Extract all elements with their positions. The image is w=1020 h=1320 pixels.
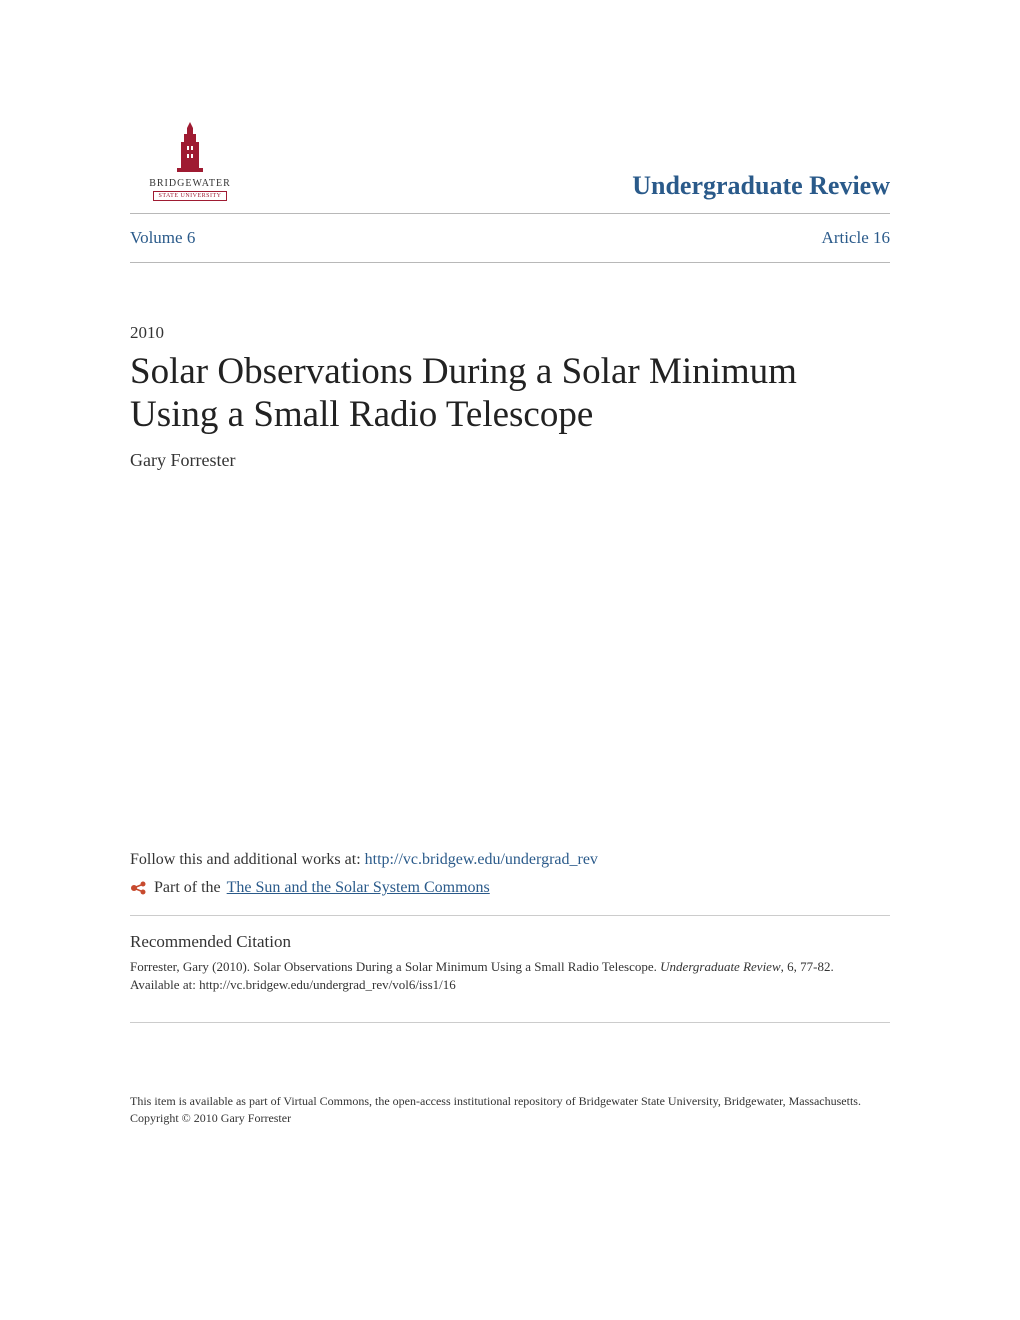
footer-block: This item is available as part of Virtua… (130, 1093, 890, 1127)
follow-block: Follow this and additional works at: htt… (130, 851, 890, 897)
volume-link[interactable]: Volume 6 (130, 228, 195, 248)
journal-title-link[interactable]: Undergraduate Review (632, 171, 890, 201)
citation-text: Forrester, Gary (2010). Solar Observatio… (130, 958, 890, 994)
follow-link[interactable]: http://vc.bridgew.edu/undergrad_rev (365, 851, 598, 868)
header-rule-bottom (130, 262, 890, 263)
header-row: BRIDGEWATER STATE UNIVERSITY Undergradua… (130, 120, 890, 213)
network-icon (130, 879, 148, 897)
institution-logo: BRIDGEWATER STATE UNIVERSITY (130, 120, 250, 201)
citation-block: Recommended Citation Forrester, Gary (20… (130, 932, 890, 994)
institution-subline: STATE UNIVERSITY (153, 191, 226, 201)
institution-name: BRIDGEWATER (149, 178, 231, 189)
publication-year: 2010 (130, 323, 890, 343)
article-title: Solar Observations During a Solar Minimu… (130, 351, 890, 436)
citation-line1-pre: Forrester, Gary (2010). Solar Observatio… (130, 959, 660, 974)
citation-rule-top (130, 915, 890, 916)
citation-line2: Available at: http://vc.bridgew.edu/unde… (130, 977, 456, 992)
citation-heading: Recommended Citation (130, 932, 890, 952)
nav-row: Volume 6 Article 16 (130, 214, 890, 262)
footer-line1: This item is available as part of Virtua… (130, 1093, 890, 1110)
article-number-link[interactable]: Article 16 (822, 228, 890, 248)
citation-line1-italic: Undergraduate Review (660, 959, 780, 974)
footer-line2: Copyright © 2010 Gary Forrester (130, 1110, 890, 1127)
citation-rule-bottom (130, 1022, 890, 1023)
follow-prefix: Follow this and additional works at: (130, 851, 365, 868)
citation-line1-post: , 6, 77-82. (781, 959, 834, 974)
partof-link[interactable]: The Sun and the Solar System Commons (227, 879, 490, 897)
page-container: BRIDGEWATER STATE UNIVERSITY Undergradua… (0, 0, 1020, 1187)
logo-tower-icon (171, 120, 209, 174)
partof-row: Part of the The Sun and the Solar System… (130, 879, 890, 897)
partof-prefix: Part of the (154, 879, 221, 897)
author-name: Gary Forrester (130, 450, 890, 471)
